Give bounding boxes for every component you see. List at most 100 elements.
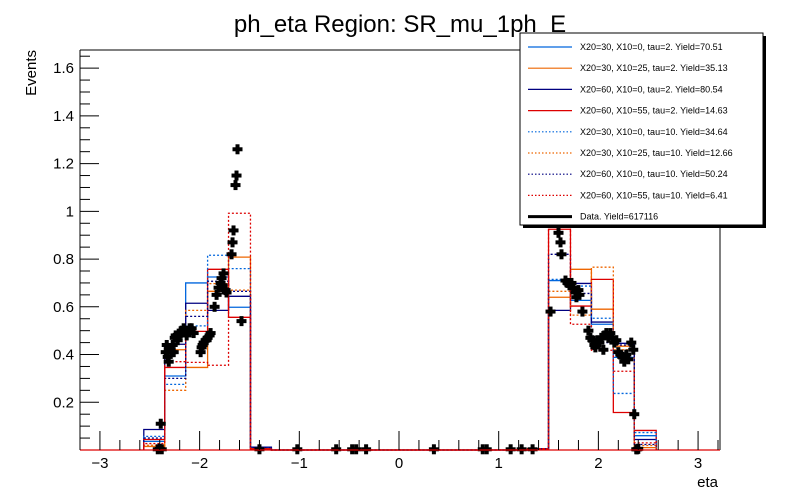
data-point [629,409,640,420]
data-point [577,306,588,317]
data-point [168,347,179,358]
data-point-vbar [235,144,240,155]
data-point [227,237,238,248]
data-point-vbar [221,268,226,279]
data-point [218,268,229,279]
data-point [163,356,174,367]
data-point-vbar [233,180,238,191]
data-point-vbar [632,409,637,420]
data-point [623,354,634,365]
data-point-vbar [166,356,171,367]
data-point-vbar [586,325,591,336]
data-point [230,180,241,191]
x-tick-label: −3 [91,455,108,472]
y-tick-label: 0.8 [53,251,74,268]
data-point [598,344,609,355]
legend-box [519,32,764,226]
data-point-vbar [191,328,196,339]
data-point [626,337,637,348]
data-point [228,225,239,236]
data-point [161,339,172,350]
legend-label: X20=30, X10=0, tau=2. Yield=70.51 [580,42,723,52]
data-point-vbar [601,344,606,355]
x-tick-label: 3 [694,455,702,472]
histogram-layer [143,212,657,451]
data-point-vbar [234,170,239,181]
data-point [574,289,585,300]
legend-label: X20=60, X10=0, tau=2. Yield=80.54 [580,84,723,94]
histogram-series-3 [143,282,657,451]
data-point-vbar [230,237,235,248]
data-point-vbar [635,444,640,455]
data-point [232,144,243,155]
data-point-vbar [599,332,604,343]
data-point [516,444,527,455]
data-point-vbar [580,306,585,317]
data-point-vbar [519,444,524,455]
x-tick-label: 2 [594,455,602,472]
data-point-vbar [626,354,631,365]
legend-label: X20=60, X10=55, tau=10. Yield=6.41 [580,190,728,200]
data-point [188,328,199,339]
data-point [545,306,556,317]
legend-entry: X20=30, X10=0, tau=2. Yield=70.51 [528,42,723,52]
data-point [481,444,492,455]
data-point [590,342,601,353]
legend-label: X20=60, X10=55, tau=2. Yield=14.63 [580,106,728,116]
data-point-vbar [558,237,563,248]
data-point-vbar [508,444,513,455]
data-point-vbar [631,344,636,355]
histogram-series-1 [143,276,657,451]
data-point [583,325,594,336]
data-point-vbar [354,444,359,455]
data-point-vbar [577,289,582,300]
data-point-vbar [484,444,489,455]
data-point [555,237,566,248]
data-points-layer [152,144,644,455]
data-point-vbar [431,444,436,455]
data-point-vbar [295,444,300,455]
data-point-vbar [559,249,564,260]
y-tick-label: 1.6 [53,60,74,77]
y-tick-label: 1.2 [53,156,74,173]
legend-entry: Data. Yield=617116 [528,212,658,222]
data-point-vbar [212,301,217,312]
data-point [556,249,567,260]
data-point-vbar [224,287,229,298]
data-point [331,444,342,455]
legend-label: X20=60, X10=0, tau=10. Yield=50.24 [580,169,728,179]
legend-entry: X20=60, X10=55, tau=2. Yield=14.63 [528,106,728,116]
data-point [351,444,362,455]
data-point [428,444,439,455]
x-tick-label: 0 [395,455,403,472]
data-point [167,339,178,350]
legend-label: Data. Yield=617116 [580,212,658,222]
data-point [505,444,516,455]
data-point-vbar [334,444,339,455]
legend-label: X20=30, X10=25, tau=10. Yield=12.66 [580,148,733,158]
data-point-vbar [231,225,236,236]
data-point [236,316,247,327]
data-point-vbar [622,356,627,367]
y-tick-label: 0.2 [53,394,74,411]
y-axis-title: Events [23,50,40,96]
data-point [155,418,166,429]
legend-entry: X20=30, X10=25, tau=2. Yield=35.13 [528,63,728,73]
x-tick-label: −2 [191,455,208,472]
data-point-vbar [171,347,176,358]
data-point-vbar [170,339,175,350]
data-point [611,335,622,346]
x-tick-label: −1 [291,455,308,472]
x-tick-label: 1 [495,455,503,472]
legend-entry: X20=30, X10=25, tau=10. Yield=12.66 [528,148,733,158]
data-point [231,170,242,181]
y-tick-label: 1 [66,203,74,220]
legend: X20=30, X10=0, tau=2. Yield=70.51 X20=30,… [519,32,766,228]
data-point [209,301,220,312]
data-point [221,287,232,298]
data-point-vbar [629,337,634,348]
data-point [596,332,607,343]
data-point-vbar [593,342,598,353]
data-point-vbar [614,335,619,346]
data-point [292,444,303,455]
